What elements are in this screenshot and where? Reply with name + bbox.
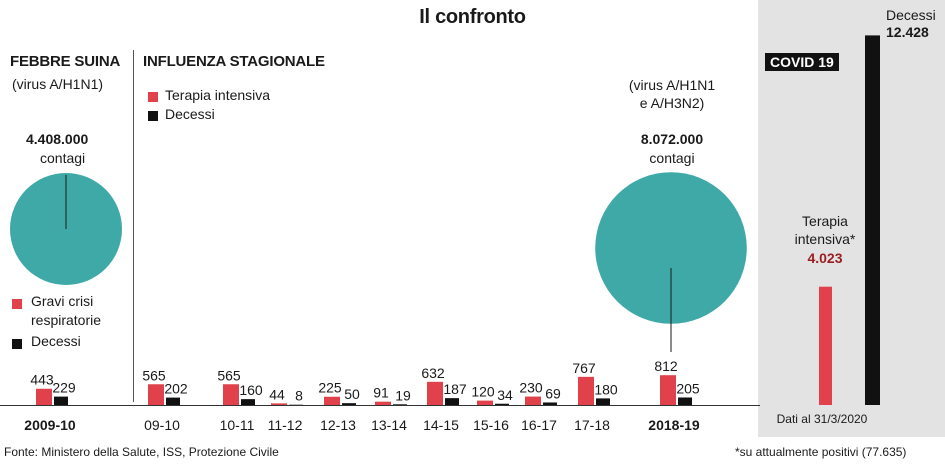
- data-label-decessi-10-11: 160: [239, 382, 263, 398]
- tick-label-17-18: 17-18: [574, 417, 610, 433]
- swine-flu-cases-value: 4.408.000: [26, 131, 89, 147]
- tick-label-12-13: 12-13: [320, 417, 356, 433]
- bar-terapia-11-12: [271, 403, 287, 405]
- bar-terapia-13-14: [375, 401, 391, 405]
- covid-date-note: Dati al 31/3/2020: [776, 412, 868, 426]
- seasonal-cases-label: contagi: [649, 150, 695, 166]
- bar-covid-decessi: [865, 35, 880, 405]
- data-label-decessi-2009-10: 229: [52, 380, 76, 396]
- data-label-decessi-16-17: 69: [545, 385, 561, 401]
- bar-decessi-12-13: [342, 403, 356, 405]
- data-label-terapia-13-14: 91: [373, 385, 389, 401]
- swine-legend-red-swatch: [12, 299, 22, 309]
- data-label-terapia-11-12: 44: [269, 386, 285, 402]
- bar-decessi-2009-10: [54, 396, 68, 405]
- covid-icu-value: 4.023: [807, 250, 843, 266]
- bar-terapia-12-13: [324, 396, 340, 405]
- bar-terapia-17-18: [578, 376, 594, 405]
- bar-decessi-15-16: [495, 403, 509, 405]
- swine-flu-title: FEBBRE SUINA: [10, 53, 121, 70]
- contagi-circle-2: [595, 172, 747, 324]
- data-label-decessi-17-18: 180: [594, 381, 618, 397]
- data-label-decessi-14-15: 187: [443, 381, 467, 397]
- bar-decessi-13-14: [393, 404, 407, 405]
- data-label-terapia-2009-10: 443: [30, 372, 54, 388]
- x-axis-line: [0, 405, 760, 406]
- source-note: Fonte: Ministero della Salute, ISS, Prot…: [4, 445, 279, 459]
- covid-panel-background: [758, 0, 945, 437]
- bar-decessi-16-17: [543, 402, 557, 405]
- seasonal-legend-red-label: Terapia intensiva: [165, 87, 271, 103]
- data-label-terapia-17-18: 767: [572, 360, 596, 376]
- bar-decessi-10-11: [241, 399, 255, 405]
- section-divider: [133, 50, 134, 402]
- bar-decessi-09-10: [166, 397, 180, 405]
- tick-label-09-10: 09-10: [144, 417, 180, 433]
- bar-terapia-10-11: [223, 384, 239, 405]
- data-label-decessi-11-12: 8: [295, 388, 303, 404]
- data-label-terapia-10-11: 565: [217, 367, 241, 383]
- tick-label-14-15: 14-15: [423, 417, 459, 433]
- data-label-terapia-15-16: 120: [471, 384, 495, 400]
- tick-label-15-16: 15-16: [473, 417, 509, 433]
- data-label-terapia-2018-19: 812: [654, 358, 678, 374]
- bar-decessi-14-15: [445, 398, 459, 405]
- covid-badge: COVID 19: [765, 53, 839, 71]
- bar-terapia-2018-19: [660, 375, 676, 405]
- data-label-decessi-09-10: 202: [164, 381, 188, 397]
- data-label-decessi-12-13: 50: [344, 386, 360, 402]
- data-label-decessi-13-14: 19: [395, 387, 411, 403]
- swine-flu-subtitle: (virus A/H1N1): [12, 76, 104, 92]
- bar-terapia-2009-10: [36, 388, 52, 405]
- chart-title: Il confronto: [419, 6, 526, 28]
- swine-legend-black-swatch: [12, 339, 22, 349]
- data-label-terapia-16-17: 230: [519, 380, 543, 396]
- bar-terapia-09-10: [148, 384, 164, 405]
- tick-label-13-14: 13-14: [371, 417, 407, 433]
- tick-label-16-17: 16-17: [521, 417, 557, 433]
- tick-label-10-11: 10-11: [220, 417, 255, 433]
- tick-label-11-12: 11-12: [268, 417, 303, 433]
- covid-deaths-value: 12.428: [886, 24, 929, 40]
- tick-label-2018-19: 2018-19: [648, 417, 700, 433]
- data-label-decessi-2018-19: 205: [676, 380, 700, 396]
- swine-legend-red-line2: respiratorie: [31, 312, 102, 328]
- seasonal-legend-red-swatch: [148, 92, 158, 102]
- bar-covid-terapia-intensiva: [819, 286, 832, 405]
- seasonal-virus-line1: (virus A/H1N1: [628, 77, 716, 93]
- seasonal-virus-line2: e A/H3N2): [639, 95, 705, 111]
- data-label-terapia-09-10: 565: [142, 367, 166, 383]
- covid-icu-label-line2: intensiva*: [794, 231, 856, 247]
- covid-icu-label-line1: Terapia: [802, 213, 848, 229]
- data-label-decessi-15-16: 34: [497, 387, 513, 403]
- bar-terapia-14-15: [427, 381, 443, 405]
- bar-terapia-15-16: [477, 400, 493, 405]
- bar-decessi-17-18: [596, 398, 610, 405]
- data-label-terapia-12-13: 225: [318, 380, 342, 396]
- bar-decessi-2018-19: [678, 397, 692, 405]
- seasonal-legend-black-swatch: [148, 111, 158, 121]
- footnote: *su attualmente positivi (77.635): [735, 445, 907, 459]
- data-label-terapia-14-15: 632: [421, 365, 445, 381]
- swine-legend-red-line1: Gravi crisi: [31, 293, 94, 309]
- tick-label-2009-10: 2009-10: [24, 417, 76, 433]
- swine-flu-cases-label: contagi: [40, 150, 86, 166]
- covid-deaths-label: Decessi: [886, 7, 936, 23]
- seasonal-legend-black-label: Decessi: [165, 106, 215, 122]
- swine-legend-black-label: Decessi: [31, 333, 81, 349]
- seasonal-cases-value: 8.072.000: [640, 131, 704, 147]
- bar-terapia-16-17: [525, 396, 541, 405]
- seasonal-title: INFLUENZA STAGIONALE: [143, 53, 325, 70]
